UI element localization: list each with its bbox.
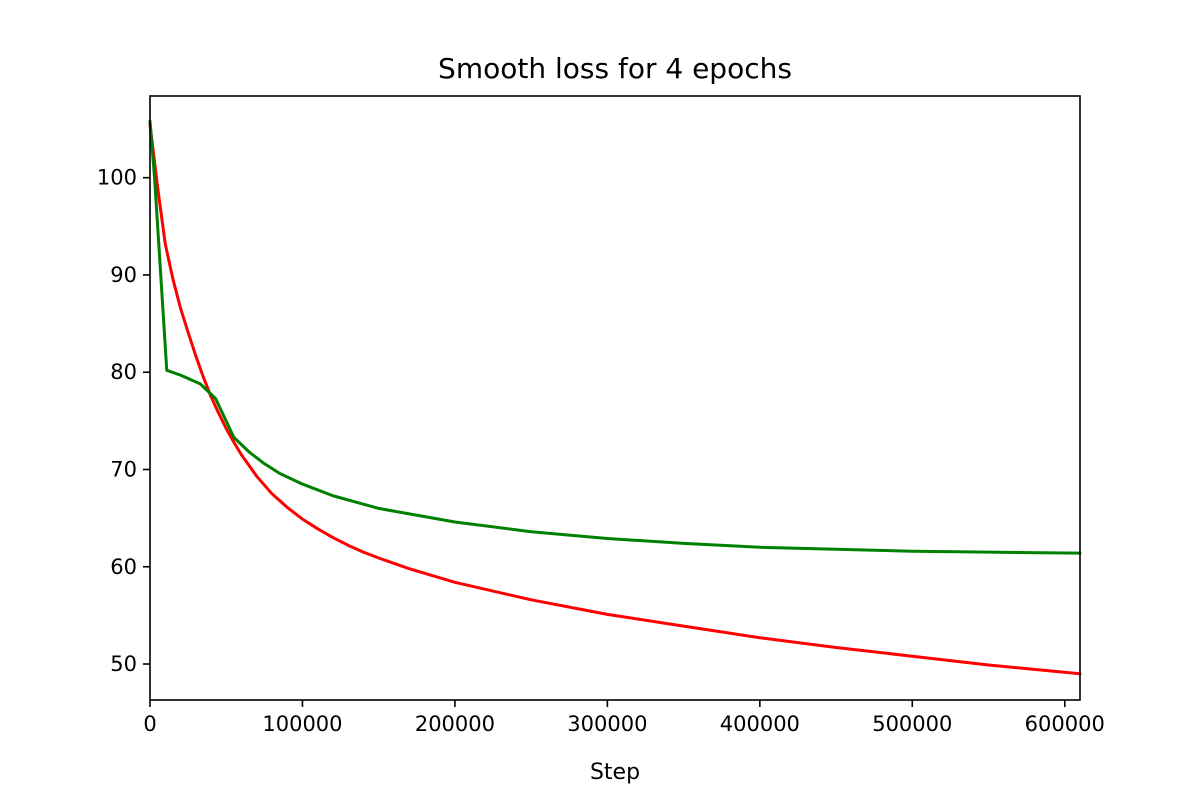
y-tick-label: 90 (110, 263, 137, 287)
x-tick-label: 500000 (872, 712, 952, 736)
x-axis-label: Step (590, 760, 640, 785)
x-axis: 0 100000 200000 300000 400000 500000 600000 (143, 700, 1105, 736)
x-tick-label: 600000 (1025, 712, 1105, 736)
y-axis: 50 60 70 80 90 100 (97, 166, 150, 676)
y-tick-label: 70 (110, 457, 137, 481)
series-layer (148, 119, 1082, 676)
y-tick-label: 100 (97, 166, 137, 190)
x-tick-label: 200000 (415, 712, 495, 736)
y-tick-label: 60 (110, 555, 137, 579)
x-tick-label: 300000 (567, 712, 647, 736)
x-tick-label: 0 (143, 712, 156, 736)
y-tick-label: 80 (110, 360, 137, 384)
plot-frame (149, 95, 1081, 701)
series-line-2 (148, 119, 1082, 555)
x-tick-label: 100000 (262, 712, 342, 736)
y-tick-label: 50 (110, 652, 137, 676)
x-tick-label: 400000 (720, 712, 800, 736)
chart-title: Smooth loss for 4 epochs (438, 52, 792, 85)
series-line-1 (148, 122, 1082, 676)
